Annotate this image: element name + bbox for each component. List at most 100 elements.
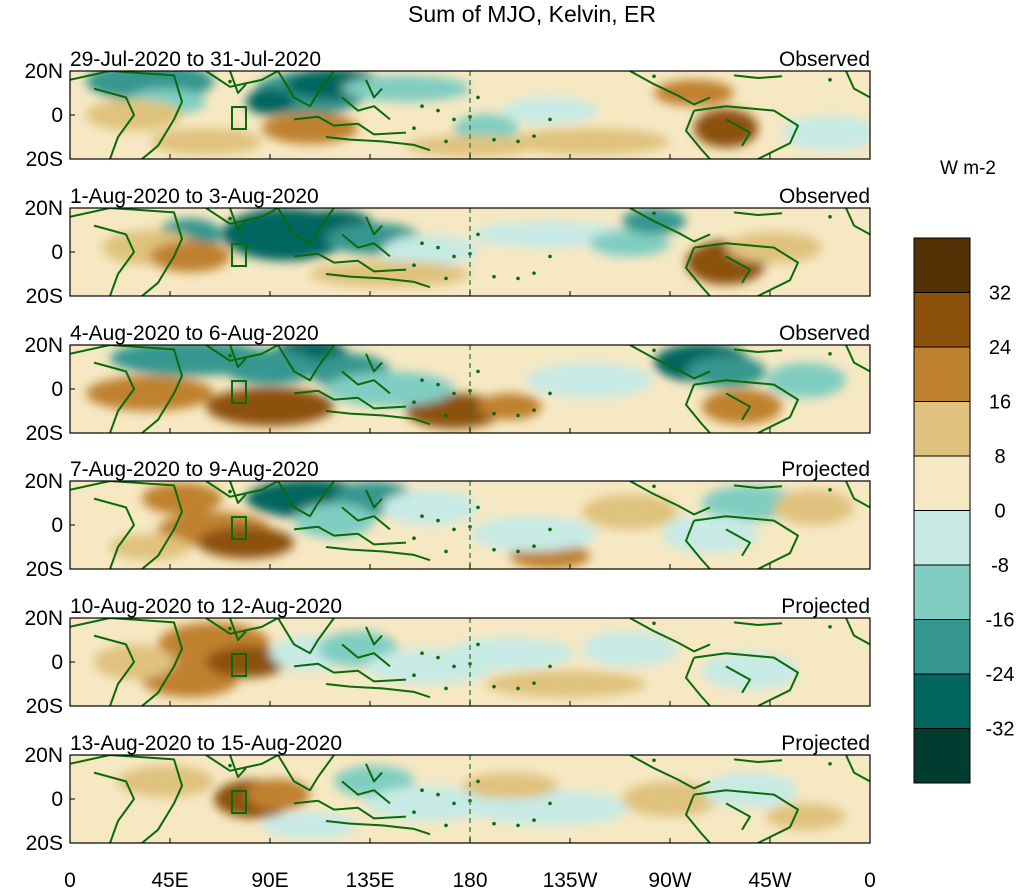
coastline <box>845 618 870 646</box>
coastline <box>341 506 391 531</box>
island-dot <box>228 626 232 631</box>
island-dot <box>652 348 656 353</box>
panel-6: 20N 0 20S 13-Aug-2020 to 15-Aug-2020 Project… <box>24 732 871 855</box>
lat-label: 20N <box>24 197 63 220</box>
panel-status: Projected <box>781 458 870 481</box>
anomaly-blob <box>582 494 678 530</box>
lat-label: 0 <box>51 514 63 537</box>
island-dot <box>228 353 232 358</box>
anomaly-blob <box>702 485 798 521</box>
coastline <box>70 481 183 569</box>
island-dot <box>492 547 496 552</box>
anomaly-blob <box>110 533 190 561</box>
lon-label: 0 <box>64 869 76 889</box>
anomaly-blob <box>478 393 542 420</box>
coastline <box>341 780 391 805</box>
lon-label: 90W <box>648 869 691 889</box>
anomaly-blob <box>382 489 478 525</box>
colorbar-label: 24 <box>989 337 1011 359</box>
figure-title: Sum of MJO, Kelvin, ER <box>408 1 656 27</box>
coastline <box>845 208 870 236</box>
anomaly-blob <box>766 362 846 398</box>
anomaly-blob <box>582 631 678 667</box>
panel-status: Observed <box>779 322 870 345</box>
anomaly-blob <box>662 514 758 554</box>
colorbar-box <box>913 346 971 402</box>
anomaly-blob <box>702 651 798 691</box>
coastline <box>693 379 799 433</box>
island-dot <box>420 241 424 245</box>
coastline <box>733 621 783 626</box>
lon-label: 180 <box>452 869 487 889</box>
anomaly-blob <box>686 355 766 388</box>
island-dot <box>452 527 456 532</box>
coastline <box>733 74 783 79</box>
lat-label: 20N <box>24 607 63 630</box>
anomaly-blob <box>342 75 470 102</box>
anomaly-blob <box>86 375 214 411</box>
island-dot <box>548 117 552 122</box>
lat-label: 0 <box>51 788 63 811</box>
lon-label: 45E <box>151 869 188 889</box>
coastline <box>70 755 183 843</box>
island-dot <box>476 642 480 647</box>
coastline <box>325 273 431 289</box>
island-dot <box>548 664 552 669</box>
lat-label: 20N <box>24 470 63 493</box>
anomaly-blob <box>198 526 294 559</box>
coastline <box>725 392 751 421</box>
island-dot <box>412 536 416 540</box>
island-dot <box>516 413 520 418</box>
colorbar-label: -8 <box>991 555 1009 577</box>
panel-5: 20N 0 20S 10-Aug-2020 to 12-Aug-2020 Project… <box>24 595 871 718</box>
coastline <box>725 665 751 694</box>
coastline <box>725 528 751 557</box>
island-dot <box>444 823 448 828</box>
colorbar-label: 0 <box>994 501 1005 523</box>
lat-label: 20S <box>26 695 63 718</box>
island-dot <box>436 518 440 523</box>
coastline <box>693 652 799 706</box>
coastline <box>845 71 870 99</box>
island-dot <box>492 274 496 279</box>
region-box <box>231 243 247 267</box>
coastline <box>845 345 870 373</box>
panel-1: 20N 0 20S 29-Jul-2020 to 31-Jul-2020 Observe… <box>24 48 871 171</box>
island-dot <box>492 821 496 826</box>
island-dot <box>420 104 424 108</box>
island-dot <box>436 792 440 797</box>
island-dot <box>828 762 832 766</box>
colorbar-box <box>913 292 971 348</box>
lon-label: 45W <box>748 869 791 889</box>
island-dot <box>828 78 832 82</box>
coastline <box>725 255 751 284</box>
panel-date-range: 1-Aug-2020 to 3-Aug-2020 <box>70 185 319 208</box>
colorbar-boxes <box>913 237 971 784</box>
coastline <box>277 481 335 518</box>
coastline <box>629 208 711 243</box>
lon-label: 135W <box>543 869 598 889</box>
island-dot <box>444 549 448 554</box>
coastline <box>277 71 335 108</box>
island-dot <box>228 763 232 768</box>
island-dot <box>532 271 536 275</box>
island-dot <box>548 391 552 396</box>
region-box <box>231 653 247 677</box>
colorbar-box <box>913 619 971 675</box>
island-dot <box>516 686 520 691</box>
coastline <box>693 242 799 296</box>
coastline <box>733 348 783 353</box>
anomaly-blob <box>502 97 598 124</box>
anomaly-blob <box>118 765 214 798</box>
coastline <box>229 345 247 368</box>
coastline <box>93 497 135 569</box>
coastline <box>629 71 711 106</box>
coastlines <box>70 71 870 159</box>
anomaly-blob <box>294 502 374 539</box>
anomaly-blob <box>470 790 630 826</box>
island-dot <box>452 664 456 669</box>
anomaly-blob <box>782 115 870 151</box>
coastline <box>205 755 279 772</box>
coastline <box>325 410 431 426</box>
